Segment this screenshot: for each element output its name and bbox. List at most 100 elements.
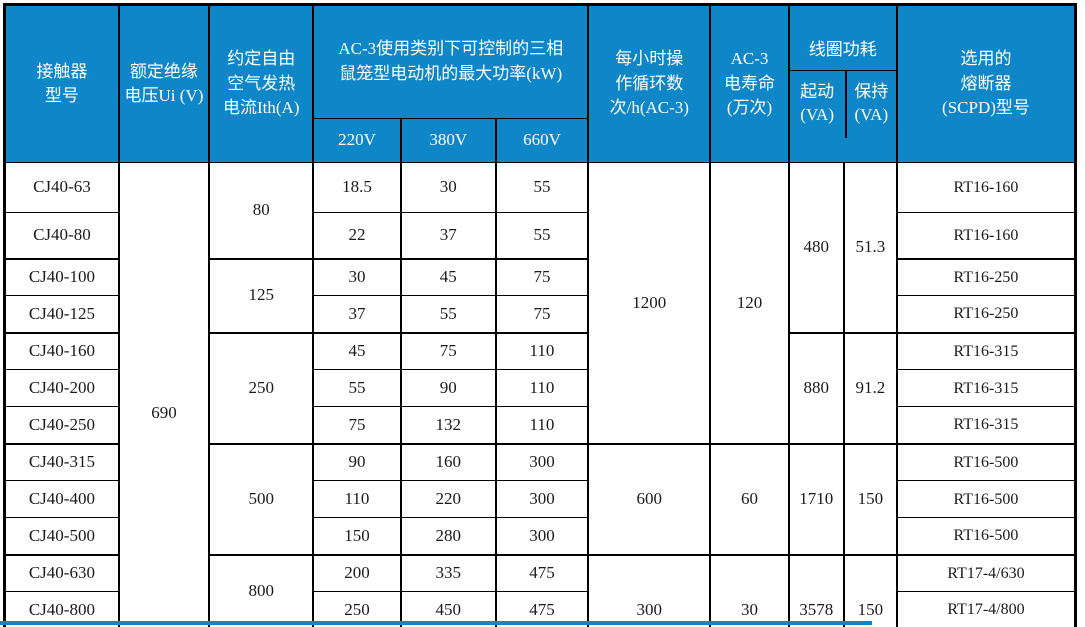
life-cell: 30 <box>709 553 790 627</box>
power-cell: 55 <box>494 212 590 260</box>
coil-start-cell: 3578 <box>787 553 845 627</box>
life-cell: 60 <box>709 442 790 556</box>
power-cell: 110 <box>494 331 590 371</box>
power-cell: 132 <box>399 406 497 445</box>
table-header: 接触器 型号 额定绝缘 电压Ui (V) 约定自由 空气发热 电流Ith(A) … <box>3 3 1077 164</box>
header-row-main: 接触器 型号 额定绝缘 电压Ui (V) 约定自由 空气发热 电流Ith(A) … <box>3 3 1077 164</box>
contactor-spec-table: 接触器 型号 额定绝缘 电压Ui (V) 约定自由 空气发热 电流Ith(A) … <box>3 3 1077 627</box>
header-power-group: AC-3使用类别下可控制的三相 鼠笼型电动机的最大功率(kW) <box>312 4 590 119</box>
power-cell: 37 <box>312 295 402 334</box>
table-row: CJ40-80 22 37 55 RT16-160 <box>3 212 1077 260</box>
fuse-cell: RT16-500 <box>895 480 1077 519</box>
header-electrical-life: AC-3 电寿命 (万次) <box>709 3 790 164</box>
header-coil-label: 线圈功耗 <box>790 31 895 71</box>
power-cell: 22 <box>312 212 402 260</box>
table-row: CJ40-250 75 132 110 RT16-315 <box>3 406 1077 445</box>
cycles-cell: 300 <box>587 553 712 627</box>
power-cell: 90 <box>399 369 497 408</box>
power-cell: 110 <box>494 406 590 445</box>
power-cell: 300 <box>494 480 590 519</box>
ith-cell: 250 <box>208 331 315 445</box>
coil-hold-cell: 150 <box>842 553 898 627</box>
power-cell: 110 <box>494 369 590 408</box>
ith-cell: 125 <box>208 257 315 334</box>
fuse-cell: RT16-315 <box>895 331 1077 371</box>
coil-header-wrap: 线圈功耗 起动 (VA) 保持 (VA) <box>790 31 895 138</box>
power-cell: 75 <box>494 295 590 334</box>
power-cell: 150 <box>312 517 402 556</box>
header-cycles: 每小时操 作循环数 次/h(AC-3) <box>587 3 712 164</box>
fuse-cell: RT16-315 <box>895 406 1077 445</box>
ith-cell: 80 <box>208 162 315 260</box>
table-row: CJ40-400 110 220 300 RT16-500 <box>3 480 1077 519</box>
table-row: CJ40-160 250 45 75 110 880 91.2 RT16-315 <box>3 331 1077 445</box>
cycles-cell: 600 <box>587 442 712 556</box>
fuse-cell: RT16-250 <box>895 295 1077 334</box>
coil-hold-cell: 150 <box>842 442 898 556</box>
coil-header-sub-row: 起动 (VA) 保持 (VA) <box>791 70 895 138</box>
power-cell: 55 <box>399 295 497 334</box>
header-row-sub: 220V 380V 660V <box>5 117 1076 164</box>
cycles-cell: 1200 <box>587 162 712 445</box>
table-body: CJ40-63 690 80 18.5 30 55 1200 120 480 51.3 RT16-1… <box>3 162 1077 627</box>
model-cell: CJ40-630 <box>3 553 120 593</box>
power-cell: 75 <box>312 406 402 445</box>
power-cell: 280 <box>399 517 497 556</box>
power-cell: 110 <box>312 480 402 519</box>
table-row: CJ40-63 690 80 18.5 30 55 1200 120 480 51.3 RT16-1… <box>3 162 1077 627</box>
power-cell: 45 <box>312 331 402 371</box>
model-cell: CJ40-200 <box>3 369 120 408</box>
bottom-accent-line <box>0 621 872 625</box>
fuse-cell: RT16-250 <box>895 257 1077 297</box>
fuse-cell: RT16-500 <box>895 517 1077 556</box>
fuse-cell: RT17-4/800 <box>895 591 1077 627</box>
header-coil-group: 线圈功耗 起动 (VA) 保持 (VA) <box>787 3 898 164</box>
model-cell: CJ40-315 <box>3 442 120 482</box>
coil-start-cell: 1710 <box>787 442 845 556</box>
model-cell: CJ40-63 <box>3 162 120 214</box>
header-660v: 660V <box>494 117 590 164</box>
ith-cell: 800 <box>208 553 315 627</box>
coil-hold-cell: 51.3 <box>842 162 898 334</box>
fuse-cell: RT16-500 <box>895 442 1077 482</box>
header-380v: 380V <box>399 117 497 164</box>
power-cell: 55 <box>494 162 590 214</box>
fuse-cell: RT17-4/630 <box>895 553 1077 593</box>
power-cell: 75 <box>494 257 590 297</box>
header-coil-start: 起动 (VA) <box>800 82 835 125</box>
model-cell: CJ40-80 <box>3 212 120 260</box>
power-cell: 55 <box>312 369 402 408</box>
fuse-cell: RT16-160 <box>895 162 1077 214</box>
power-cell: 75 <box>399 331 497 371</box>
model-cell: CJ40-100 <box>3 257 120 297</box>
coil-start-cell: 880 <box>787 331 845 445</box>
model-cell: CJ40-500 <box>3 517 120 556</box>
header-220v: 220V <box>312 117 402 164</box>
power-cell: 300 <box>494 442 590 482</box>
table-row: CJ40-100 125 30 45 75 RT16-250 <box>3 257 1077 334</box>
model-cell: CJ40-400 <box>3 480 120 519</box>
power-cell: 160 <box>399 442 497 482</box>
model-cell: CJ40-160 <box>3 331 120 371</box>
power-cell: 37 <box>399 212 497 260</box>
life-cell: 120 <box>709 162 790 445</box>
fuse-cell: RT16-315 <box>895 369 1077 408</box>
power-cell: 300 <box>494 517 590 556</box>
power-cell: 220 <box>399 480 497 519</box>
fuse-cell: RT16-160 <box>895 212 1077 260</box>
ith-cell: 500 <box>208 442 315 556</box>
header-ith-current: 约定自由 空气发热 电流Ith(A) <box>208 3 315 164</box>
power-cell: 18.5 <box>312 162 402 214</box>
power-cell: 335 <box>399 553 497 593</box>
header-model: 接触器 型号 <box>3 3 120 164</box>
power-cell: 30 <box>312 257 402 297</box>
power-cell: 475 <box>494 553 590 593</box>
power-cell: 30 <box>399 162 497 214</box>
header-coil-hold: 保持 (VA) <box>844 70 895 138</box>
power-cell: 45 <box>399 257 497 297</box>
ui-voltage-cell: 690 <box>117 162 211 627</box>
coil-hold-cell: 91.2 <box>842 331 898 445</box>
power-cell: 90 <box>312 442 402 482</box>
table-row: CJ40-630 800 200 335 475 300 30 3578 150 RT17-4/6… <box>3 553 1077 627</box>
